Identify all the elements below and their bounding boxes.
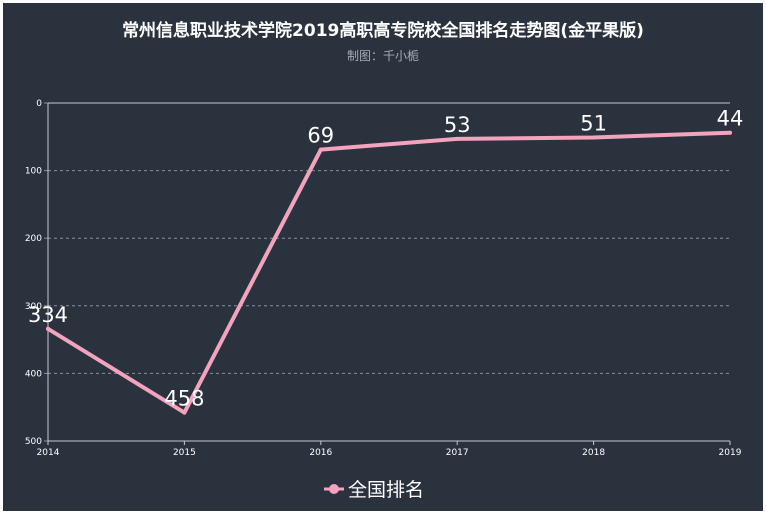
data-label: 51	[580, 111, 607, 135]
data-point[interactable]	[455, 136, 460, 141]
data-label: 69	[307, 124, 334, 148]
legend[interactable]: 全国排名	[324, 479, 424, 501]
y-tick-label: 500	[25, 437, 42, 447]
x-tick-label: 2016	[309, 448, 332, 458]
data-point[interactable]	[46, 326, 50, 331]
data-label: 334	[28, 303, 68, 327]
data-label: 458	[164, 387, 204, 411]
data-labels: 334 458 69 53 51 44	[28, 107, 743, 411]
data-point[interactable]	[728, 130, 732, 135]
data-point[interactable]	[591, 135, 596, 140]
data-label: 44	[717, 107, 744, 131]
y-tick-label: 0	[36, 99, 42, 109]
x-tick-label: 2018	[582, 448, 605, 458]
chart-subtitle: 制图：千小栀	[346, 49, 419, 63]
legend-marker-icon	[329, 484, 339, 494]
y-tick-label: 400	[25, 369, 42, 379]
chart-container: 常州信息职业技术学院2019高职高专院校全国排名走势图(金平果版) 制图：千小栀…	[3, 3, 763, 511]
x-tick-label: 2017	[446, 448, 469, 458]
series-layer	[46, 130, 732, 415]
chart-title: 常州信息职业技术学院2019高职高专院校全国排名走势图(金平果版)	[122, 21, 644, 41]
x-tick-label: 2015	[173, 448, 196, 458]
x-tick-label: 2014	[37, 448, 60, 458]
series-line	[46, 130, 732, 415]
grid-lines	[48, 170, 730, 374]
x-tick-label: 2019	[719, 448, 742, 458]
data-point[interactable]	[182, 410, 187, 415]
legend-label[interactable]: 全国排名	[348, 479, 424, 501]
data-label: 53	[444, 113, 471, 137]
y-tick-label: 100	[25, 167, 42, 177]
y-tick-label: 300	[25, 302, 42, 312]
data-point[interactable]	[318, 147, 323, 152]
y-tick-label: 200	[25, 234, 42, 244]
